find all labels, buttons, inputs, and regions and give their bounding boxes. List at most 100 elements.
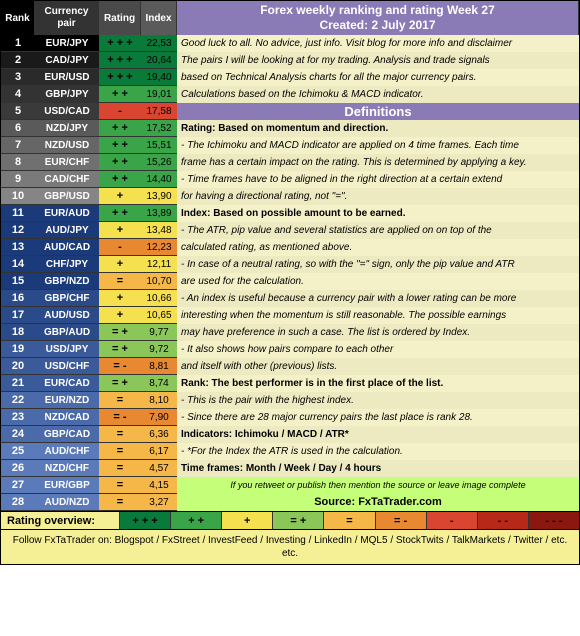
hdr-pair: Currency pair — [35, 1, 99, 35]
pair-cell: AUD/CAD — [35, 239, 99, 256]
info-cell: interesting when the momentum is still r… — [177, 307, 579, 324]
table-row: 24GBP/CAD=6,36Indicators: Ichimoku / MAC… — [1, 426, 579, 443]
legend-cell: + — [221, 512, 272, 529]
index-cell: 10,66 — [141, 290, 177, 307]
pair-cell: EUR/AUD — [35, 205, 99, 222]
index-cell: 12,23 — [141, 239, 177, 256]
pair-cell: EUR/USD — [35, 69, 99, 86]
rank-cell: 25 — [1, 443, 35, 460]
hdr-rank: Rank — [1, 1, 35, 35]
pair-cell: NZD/CAD — [35, 409, 99, 426]
ranking-table: Rank Currency pair Rating Index Forex we… — [0, 0, 580, 565]
index-cell: 6,17 — [141, 443, 177, 460]
hdr-rating: Rating — [99, 1, 141, 35]
legend-cell: = + — [272, 512, 323, 529]
index-cell: 8,10 — [141, 392, 177, 409]
rating-cell: = — [99, 273, 141, 290]
rating-cell: + + + — [99, 69, 141, 86]
index-cell: 14,40 — [141, 171, 177, 188]
legend-cell: + + + — [119, 512, 170, 529]
rank-cell: 13 — [1, 239, 35, 256]
rank-cell: 7 — [1, 137, 35, 154]
rating-cell: - — [99, 239, 141, 256]
info-cell: Rank: The best performer is in the first… — [177, 375, 579, 392]
index-cell: 17,52 — [141, 120, 177, 137]
title-l1: Forex weekly ranking and rating Week 27 — [260, 3, 495, 18]
info-cell: - Since there are 28 major currency pair… — [177, 409, 579, 426]
rating-cell: + + + — [99, 35, 141, 52]
table-row: 3EUR/USD+ + +19,40based on Technical Ana… — [1, 69, 579, 86]
rank-cell: 19 — [1, 341, 35, 358]
hdr-index: Index — [141, 1, 177, 35]
info-cell: - In case of a neutral rating, so with t… — [177, 256, 579, 273]
rating-cell: = — [99, 443, 141, 460]
pair-cell: GBP/CAD — [35, 426, 99, 443]
rating-cell: + — [99, 307, 141, 324]
index-cell: 22,53 — [141, 35, 177, 52]
table-row: 6NZD/JPY+ +17,52Rating: Based on momentu… — [1, 120, 579, 137]
hdr-title: Forex weekly ranking and rating Week 27 … — [177, 1, 579, 35]
pair-cell: USD/CAD — [35, 103, 99, 120]
rating-cell: = - — [99, 358, 141, 375]
table-row: 18GBP/AUD= +9,77 may have preference in … — [1, 324, 579, 341]
info-cell: - *For the Index the ATR is used in the … — [177, 443, 579, 460]
rating-cell: + + — [99, 137, 141, 154]
table-row: 8EUR/CHF+ +15,26 frame has a certain imp… — [1, 154, 579, 171]
rating-cell: + — [99, 222, 141, 239]
table-row: 20USD/CHF= -8,81 and itself with other (… — [1, 358, 579, 375]
index-cell: 3,27 — [141, 494, 177, 511]
rank-cell: 2 — [1, 52, 35, 69]
rank-cell: 22 — [1, 392, 35, 409]
index-cell: 20,64 — [141, 52, 177, 69]
rating-cell: = — [99, 426, 141, 443]
index-cell: 10,70 — [141, 273, 177, 290]
pair-cell: GBP/CHF — [35, 290, 99, 307]
rating-cell: = — [99, 494, 141, 511]
rank-cell: 21 — [1, 375, 35, 392]
rank-cell: 28 — [1, 494, 35, 511]
index-cell: 10,65 — [141, 307, 177, 324]
pair-cell: GBP/NZD — [35, 273, 99, 290]
info-cell: calculated rating, as mentioned above. — [177, 239, 579, 256]
rating-cell: + — [99, 188, 141, 205]
rating-cell: = — [99, 460, 141, 477]
table-row: 5USD/CAD-17,58Definitions — [1, 103, 579, 120]
index-cell: 6,36 — [141, 426, 177, 443]
index-cell: 9,72 — [141, 341, 177, 358]
pair-cell: GBP/USD — [35, 188, 99, 205]
pair-cell: EUR/GBP — [35, 477, 99, 494]
rating-cell: + — [99, 290, 141, 307]
rank-cell: 10 — [1, 188, 35, 205]
info-cell: - The Ichimoku and MACD indicator are ap… — [177, 137, 579, 154]
legend-row: Rating overview: + + ++ ++= +== --- -- -… — [1, 511, 579, 529]
legend-cell: - - - — [528, 512, 579, 529]
rating-cell: - — [99, 103, 141, 120]
header-row: Rank Currency pair Rating Index Forex we… — [1, 1, 579, 35]
index-cell: 4,57 — [141, 460, 177, 477]
table-row: 12AUD/JPY+13,48- The ATR, pip value and … — [1, 222, 579, 239]
info-cell: Time frames: Month / Week / Day / 4 hour… — [177, 460, 579, 477]
info-cell: - It also shows how pairs compare to eac… — [177, 341, 579, 358]
pair-cell: CAD/CHF — [35, 171, 99, 188]
rating-cell: + + — [99, 86, 141, 103]
rating-cell: + + — [99, 120, 141, 137]
info-cell: - The ATR, pip value and several statist… — [177, 222, 579, 239]
pair-cell: NZD/CHF — [35, 460, 99, 477]
pair-cell: AUD/USD — [35, 307, 99, 324]
rank-cell: 4 — [1, 86, 35, 103]
follow-text: Follow FxTaTrader on: Blogspot / FxStree… — [1, 529, 579, 564]
table-row: 17AUD/USD+10,65 interesting when the mom… — [1, 307, 579, 324]
info-cell: are used for the calculation. — [177, 273, 579, 290]
rating-cell: = — [99, 392, 141, 409]
pair-cell: GBP/AUD — [35, 324, 99, 341]
table-row: 21EUR/CAD= +8,74Rank: The best performer… — [1, 375, 579, 392]
rank-cell: 17 — [1, 307, 35, 324]
rank-cell: 18 — [1, 324, 35, 341]
table-row: 1EUR/JPY+ + +22,53Good luck to all. No a… — [1, 35, 579, 52]
table-row: 19USD/JPY= +9,72- It also shows how pair… — [1, 341, 579, 358]
info-cell: Definitions — [177, 103, 579, 120]
table-row: 11EUR/AUD+ +13,89Index: Based on possibl… — [1, 205, 579, 222]
table-row: 27EUR/GBP=4,15If you retweet or publish … — [1, 477, 579, 494]
table-row: 25AUD/CHF=6,17- *For the Index the ATR i… — [1, 443, 579, 460]
info-cell: Rating: Based on momentum and direction. — [177, 120, 579, 137]
